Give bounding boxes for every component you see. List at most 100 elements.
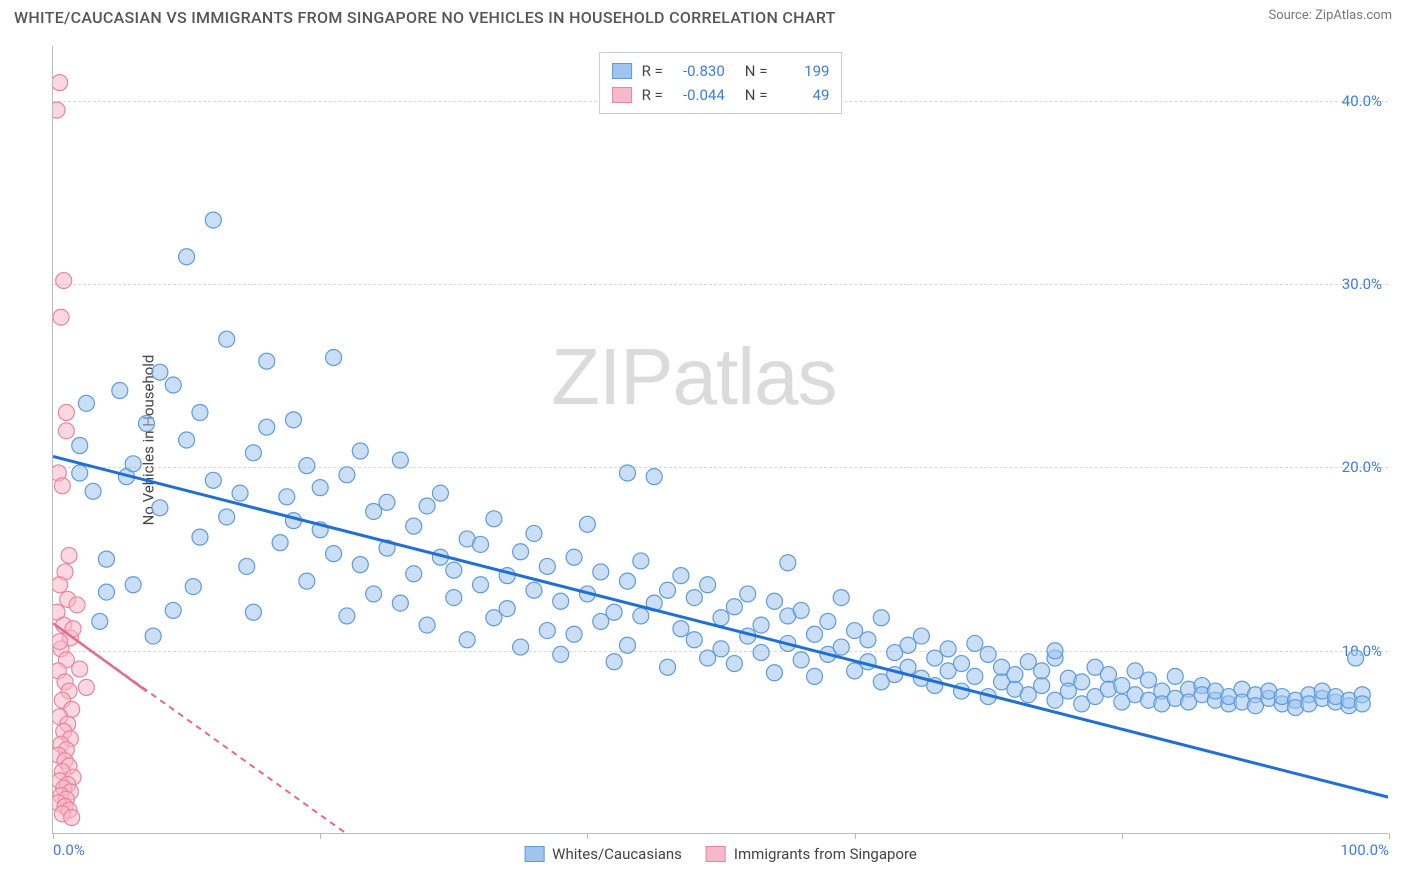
scatter-point	[526, 525, 542, 541]
scatter-point	[179, 249, 195, 265]
scatter-point	[219, 331, 235, 347]
scatter-point	[660, 659, 676, 675]
xtick	[1389, 833, 1390, 839]
scatter-point	[713, 641, 729, 657]
scatter-point	[473, 536, 489, 552]
scatter-point	[1074, 674, 1090, 690]
scatter-point	[660, 582, 676, 598]
scatter-point	[1348, 650, 1364, 666]
scatter-point	[239, 558, 255, 574]
scatter-point	[579, 516, 595, 532]
scatter-point	[446, 562, 462, 578]
scatter-point	[793, 652, 809, 668]
chart-plot-area: No Vehicles in Household ZIPatlas 10.0%2…	[52, 46, 1388, 834]
legend-series: Whites/Caucasians Immigrants from Singapo…	[524, 845, 917, 863]
scatter-point	[352, 443, 368, 459]
legend-swatch	[612, 87, 632, 103]
legend-n-label: N =	[745, 59, 768, 83]
scatter-point	[513, 639, 529, 655]
scatter-point	[392, 595, 408, 611]
legend-n-value: 49	[777, 83, 829, 107]
scatter-point	[673, 568, 689, 584]
legend-correlation-row: R =-0.830N =199	[612, 59, 830, 83]
scatter-point	[58, 405, 74, 421]
legend-n-label: N =	[745, 83, 768, 107]
scatter-point	[56, 273, 72, 289]
trend-line	[53, 456, 1388, 797]
legend-swatch	[612, 63, 632, 79]
scatter-point	[406, 518, 422, 534]
legend-r-label: R =	[642, 59, 663, 83]
scatter-point	[339, 467, 355, 483]
scatter-point	[873, 610, 889, 626]
scatter-point	[1047, 643, 1063, 659]
scatter-point	[753, 645, 769, 661]
scatter-point	[473, 577, 489, 593]
scatter-point	[606, 654, 622, 670]
scatter-point	[486, 511, 502, 527]
scatter-point	[245, 604, 261, 620]
chart-header: WHITE/CAUCASIAN VS IMMIGRANTS FROM SINGA…	[0, 0, 1406, 31]
scatter-point	[1007, 667, 1023, 683]
scatter-point	[967, 635, 983, 651]
scatter-point	[766, 665, 782, 681]
xtick	[1122, 833, 1123, 839]
scatter-point	[619, 637, 635, 653]
scatter-point	[619, 465, 635, 481]
xtick	[587, 833, 588, 839]
scatter-point	[152, 500, 168, 516]
scatter-point	[53, 577, 68, 593]
legend-r-label: R =	[642, 83, 663, 107]
scatter-point	[833, 639, 849, 655]
xtick-label: 100.0%	[1340, 841, 1389, 859]
scatter-point	[205, 472, 221, 488]
scatter-point	[78, 679, 94, 695]
scatter-point	[499, 601, 515, 617]
scatter-point	[78, 395, 94, 411]
scatter-point	[192, 405, 208, 421]
scatter-point	[379, 494, 395, 510]
scatter-point	[539, 558, 555, 574]
scatter-point	[326, 350, 342, 366]
scatter-point	[432, 485, 448, 501]
scatter-point	[92, 613, 108, 629]
scatter-point	[64, 810, 80, 826]
scatter-point	[807, 626, 823, 642]
xtick	[855, 833, 856, 839]
scatter-point	[152, 364, 168, 380]
scatter-point	[967, 668, 983, 684]
scatter-point	[72, 661, 88, 677]
xtick-label: 0.0%	[53, 841, 85, 859]
scatter-point	[69, 597, 85, 613]
scatter-point	[112, 383, 128, 399]
scatter-point	[53, 102, 65, 118]
scatter-point	[820, 613, 836, 629]
scatter-point	[145, 628, 161, 644]
scatter-point	[352, 557, 368, 573]
scatter-point	[219, 509, 235, 525]
scatter-point	[860, 632, 876, 648]
scatter-point	[58, 423, 74, 439]
scatter-point	[53, 75, 68, 91]
scatter-point	[326, 546, 342, 562]
scatter-point	[766, 593, 782, 609]
legend-series-item: Whites/Caucasians	[524, 845, 682, 863]
scatter-point	[686, 590, 702, 606]
scatter-point	[299, 573, 315, 589]
scatter-point	[686, 632, 702, 648]
scatter-point	[740, 586, 756, 602]
scatter-point	[1034, 663, 1050, 679]
scatter-point	[553, 646, 569, 662]
scatter-point	[566, 626, 582, 642]
chart-source: Source: ZipAtlas.com	[1268, 8, 1392, 23]
scatter-point	[259, 353, 275, 369]
scatter-point	[633, 553, 649, 569]
source-name: ZipAtlas.com	[1315, 8, 1392, 23]
legend-correlation: R =-0.830N =199R =-0.044N =49	[599, 52, 843, 114]
scatter-point	[673, 621, 689, 637]
scatter-point	[459, 632, 475, 648]
chart-title: WHITE/CAUCASIAN VS IMMIGRANTS FROM SINGA…	[14, 8, 836, 27]
scatter-point	[205, 212, 221, 228]
legend-series-label: Immigrants from Singapore	[734, 845, 917, 863]
scatter-point	[392, 452, 408, 468]
